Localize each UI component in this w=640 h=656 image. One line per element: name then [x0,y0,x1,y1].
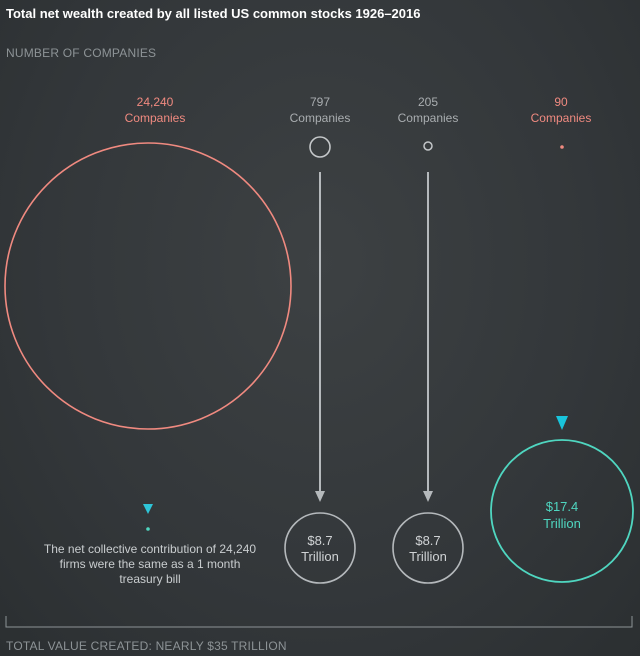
group-2-arrow-head [315,491,325,502]
group-1-header: 24,240 Companies [95,94,215,126]
group-3-value-circle [392,512,464,584]
group-1-unit: Companies [124,111,186,125]
group-1-note: The net collective contribution of 24,24… [43,542,257,586]
chart-title: Total net wealth created by all listed U… [6,6,421,21]
group-1-arrow-head [143,504,153,514]
group-3-value-unit: Trillion [409,549,447,564]
group-2-company-circle [309,136,331,158]
group-1-value-dot [146,527,150,531]
group-4-unit: Companies [530,111,592,125]
group-4-value-amount: $17.4 [546,499,579,514]
group-1-company-circle [4,142,292,430]
group-2-value-amount: $8.7 [307,533,332,548]
group-2-count: 797 [309,95,331,109]
group-4-company-dot [560,145,564,149]
total-value-label: TOTAL VALUE CREATED: NEARLY $35 TRILLION [6,639,287,653]
group-2-value-circle [284,512,356,584]
group-2-header: 797 Companies [260,94,380,126]
group-4-header: 90 Companies [501,94,621,126]
group-4-value-circle [490,439,634,583]
group-3-value-amount: $8.7 [415,533,440,548]
group-3-count: 205 [417,95,439,109]
group-4-count: 90 [554,95,568,109]
group-3-unit: Companies [397,111,459,125]
group-3-header: 205 Companies [368,94,488,126]
section-label: NUMBER OF COMPANIES [6,46,157,60]
group-1-count: 24,240 [136,95,174,109]
group-3-arrow-head [423,491,433,502]
group-2-value-unit: Trillion [301,549,339,564]
group-3-company-circle [423,141,433,151]
group-4-value-unit: Trillion [543,516,581,531]
total-bracket [5,616,633,628]
group-4-arrow-head [556,416,568,430]
group-2-unit: Companies [289,111,351,125]
